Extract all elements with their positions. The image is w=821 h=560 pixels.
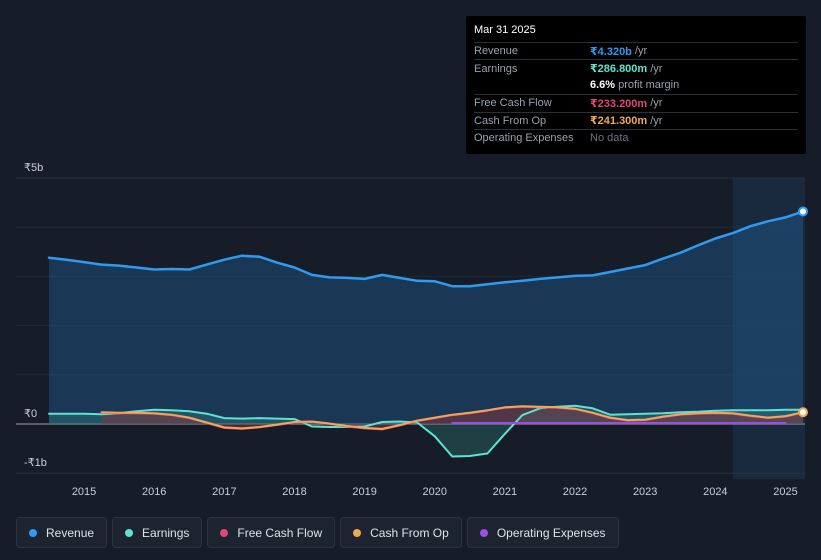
tooltip-unit: /yr (650, 114, 663, 127)
legend-label: Cash From Op (370, 525, 449, 540)
tooltip-row-opex: Operating Expenses No data (474, 128, 798, 146)
y-tick-label: ₹0 (24, 408, 37, 420)
tooltip-unit: /yr (634, 45, 648, 58)
x-tick-label: 2017 (212, 486, 236, 498)
x-tick-label: 2025 (773, 486, 797, 498)
legend-label: Revenue (46, 525, 95, 540)
legend-label: Free Cash Flow (237, 525, 323, 540)
x-tick-label: 2022 (563, 486, 587, 498)
legend-cash-from-op[interactable]: Cash From Op (340, 517, 462, 548)
revenue-line (47, 210, 805, 288)
tooltip-label: Operating Expenses (474, 132, 574, 145)
cash-from-op-line (100, 405, 804, 430)
tooltip-label: Earnings (474, 62, 518, 75)
tooltip-unit: /yr (650, 62, 663, 75)
revenue-area (49, 211, 803, 424)
tooltip-unit: profit margin (618, 79, 680, 92)
tooltip-row-revenue: Revenue ₹4.320b /yr (474, 42, 798, 59)
financial-chart: ₹5b₹0-₹1b 2015 2016 2017 2018 2019 2020 2021 20… (16, 162, 808, 498)
series-lines (47, 210, 805, 458)
x-axis-ticks: 2015 2016 2017 2018 2019 2020 2021 2022 2023 2024… (72, 486, 798, 498)
tooltip-value: No data (590, 132, 629, 145)
tooltip-date: Mar 31 2025 (474, 24, 536, 36)
tooltip-row-cfo: Cash From Op ₹241.300m /yr (474, 111, 798, 129)
revenue-endpoint (798, 206, 808, 217)
legend-label: Earnings (142, 525, 190, 540)
data-tooltip: Mar 31 2025 Revenue ₹4.320b /yr Earnings… (466, 16, 806, 154)
x-tick-label: 2020 (423, 486, 447, 498)
tooltip-value: ₹233.200m (590, 97, 648, 110)
tooltip-row-earnings: Earnings ₹286.800m /yr (474, 59, 798, 76)
y-tick-label: -₹1b (24, 457, 47, 469)
cash-from-op-dot-icon (353, 528, 362, 537)
series-endpoints (798, 206, 808, 418)
x-tick-label: 2015 (72, 486, 96, 498)
x-tick-label: 2021 (493, 486, 517, 498)
tooltip-label: Cash From Op (474, 114, 547, 127)
cash-from-op-endpoint (798, 407, 808, 418)
legend-revenue[interactable]: Revenue (16, 517, 108, 548)
chart-legend: Revenue Earnings Free Cash Flow Cash Fro… (16, 517, 619, 550)
tooltip-value: ₹241.300m (590, 115, 648, 128)
tooltip-value: ₹286.800m (590, 63, 648, 76)
free-cash-flow-dot-icon (220, 528, 229, 537)
x-tick-label: 2019 (352, 486, 376, 498)
legend-operating-expenses[interactable]: Operating Expenses (466, 517, 619, 548)
tooltip-row-fcf: Free Cash Flow ₹233.200m /yr (474, 94, 798, 111)
y-tick-label: ₹5b (24, 162, 43, 174)
legend-free-cash-flow[interactable]: Free Cash Flow (207, 517, 336, 548)
tooltip-value: ₹4.320b (590, 45, 632, 58)
legend-label: Operating Expenses (496, 525, 606, 540)
y-axis-ticks: ₹5b ₹0 -₹1b (24, 162, 47, 469)
earnings-line (48, 404, 804, 458)
revenue-dot-icon (29, 528, 37, 537)
operating-expenses-dot-icon (479, 528, 488, 537)
tooltip-label: Free Cash Flow (474, 97, 552, 110)
x-tick-label: 2018 (282, 486, 306, 498)
x-tick-label: 2016 (142, 486, 166, 498)
x-tick-label: 2023 (633, 486, 657, 498)
earnings-dot-icon (125, 528, 134, 537)
tooltip-label: Revenue (474, 45, 519, 58)
legend-earnings[interactable]: Earnings (112, 517, 203, 548)
tooltip-unit: /yr (650, 97, 663, 110)
tooltip-row-margin: 6.6% profit margin (474, 77, 798, 94)
tooltip-margin-value: 6.6% (590, 79, 616, 92)
x-tick-label: 2024 (703, 486, 727, 498)
